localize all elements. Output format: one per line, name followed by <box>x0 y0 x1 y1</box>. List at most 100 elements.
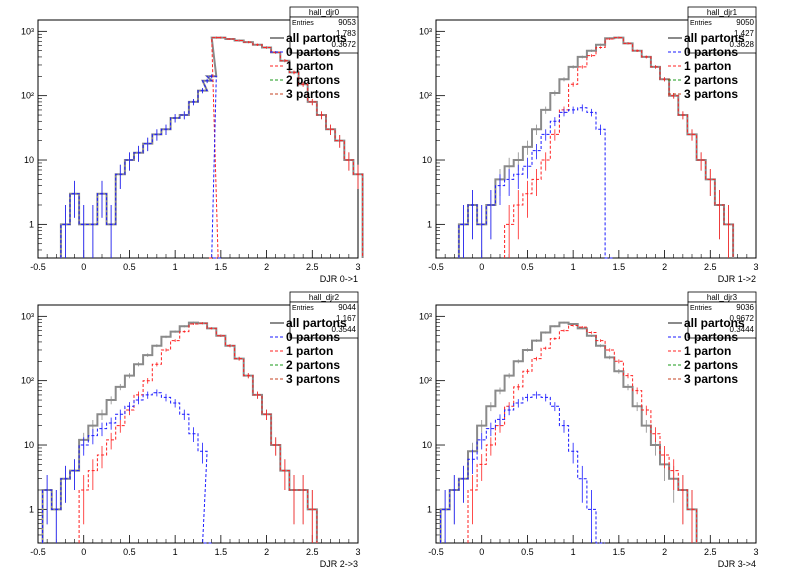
legend-label: 3 partons <box>286 87 340 101</box>
stats-entries-label: Entries <box>690 305 712 312</box>
panel-2: -0.5 0 0.5 1 1.5 2 2.5 3 1 10 10² 10³ DJR 2->3 hall_d… <box>21 291 361 569</box>
x-tick-label: 1 <box>173 547 178 557</box>
legend-label: 0 partons <box>684 330 738 344</box>
stats-entries: 9053 <box>338 18 356 27</box>
x-tick-label: 1.5 <box>613 262 626 272</box>
stats-title: hall_djr2 <box>309 293 340 302</box>
stats-entries-label: Entries <box>292 20 314 27</box>
x-tick-label: 0.5 <box>123 547 136 557</box>
panel-0: -0.5 0 0.5 1 1.5 2 2.5 3 1 10 10² 10³ DJR 0->1 hall_d… <box>21 6 364 284</box>
plot-frame <box>37 304 359 544</box>
stats-title: hall_djr3 <box>707 293 738 302</box>
series-line-p1 <box>209 37 364 259</box>
x-tick-label: 2.5 <box>306 547 319 557</box>
x-tick-label: 0.5 <box>521 547 534 557</box>
legend-label: 3 partons <box>286 372 340 386</box>
y-tick-label: 1 <box>29 504 34 514</box>
x-axis-label: DJR 1->2 <box>718 274 756 284</box>
x-tick-label: 1 <box>571 547 576 557</box>
x-axis-label: DJR 0->1 <box>320 274 358 284</box>
y-tick-label: 10³ <box>21 311 34 321</box>
legend-label: 0 partons <box>286 45 340 59</box>
x-tick-label: -0.5 <box>30 262 46 272</box>
y-tick-label: 10² <box>419 376 432 386</box>
x-tick-label: 3 <box>753 262 758 272</box>
y-tick-label: 1 <box>427 504 432 514</box>
stats-entries: 9050 <box>736 18 754 27</box>
y-tick-label: 10² <box>419 91 432 101</box>
y-tick-label: 10³ <box>419 311 432 321</box>
x-tick-label: 1 <box>571 262 576 272</box>
stats-box <box>687 301 757 339</box>
stats-rms: 0.3444 <box>730 325 755 334</box>
series-line-p0 <box>42 392 212 544</box>
x-tick-label: 3 <box>355 547 360 557</box>
stats-box <box>687 16 757 54</box>
x-tick-label: 1.5 <box>613 547 626 557</box>
legend-label: 0 partons <box>684 45 738 59</box>
legend-label: all partons <box>286 31 347 45</box>
stats-rms: 0.3672 <box>332 40 357 49</box>
panel-3: -0.5 0 0.5 1 1.5 2 2.5 3 1 10 10² 10³ DJR 3->4 hall_d… <box>419 291 759 569</box>
y-tick-label: 10³ <box>419 26 432 36</box>
y-tick-label: 10 <box>422 440 432 450</box>
x-tick-label: 0.5 <box>123 262 136 272</box>
stats-rms: 0.3544 <box>332 325 357 334</box>
legend-label: 1 parton <box>684 59 731 73</box>
legend-label: 2 partons <box>286 358 340 372</box>
x-tick-label: 1.5 <box>215 547 228 557</box>
x-tick-label: 0.5 <box>521 262 534 272</box>
stats-mean: 0.9672 <box>730 314 755 323</box>
x-axis-label: DJR 3->4 <box>718 559 756 569</box>
stats-title: hall_djr0 <box>309 8 340 17</box>
x-tick-label: 0 <box>81 547 86 557</box>
stats-box <box>289 301 359 339</box>
y-tick-label: 10³ <box>21 26 34 36</box>
y-tick-label: 10 <box>24 440 34 450</box>
y-tick-label: 1 <box>29 219 34 229</box>
stats-entries: 9044 <box>338 303 356 312</box>
stats-entries-label: Entries <box>292 305 314 312</box>
legend-label: 2 partons <box>684 358 738 372</box>
legend-label: all partons <box>286 316 347 330</box>
x-tick-label: 0 <box>81 262 86 272</box>
legend-label: 1 parton <box>286 344 333 358</box>
legend-label: 2 partons <box>286 73 340 87</box>
stats-rms: 0.3628 <box>730 40 755 49</box>
x-tick-label: 0 <box>479 262 484 272</box>
legend-label: 1 parton <box>286 59 333 73</box>
legend-label: 3 partons <box>684 87 738 101</box>
y-tick-label: 10² <box>21 91 34 101</box>
y-tick-label: 10 <box>24 155 34 165</box>
panel-1: -0.5 0 0.5 1 1.5 2 2.5 3 1 10 10² 10³ DJR 1->2 hall_d… <box>419 6 759 284</box>
legend-label: 3 partons <box>684 372 738 386</box>
plot-frame <box>435 19 757 259</box>
series-line-p1 <box>78 322 318 543</box>
legend-label: all partons <box>684 316 745 330</box>
y-tick-label: 10 <box>422 155 432 165</box>
legend-label: 1 parton <box>684 344 731 358</box>
x-tick-label: -0.5 <box>428 262 444 272</box>
x-tick-label: 2.5 <box>704 547 717 557</box>
stats-title: hall_djr1 <box>707 8 738 17</box>
series-line-p0 <box>440 394 606 544</box>
plot-frame <box>37 19 359 259</box>
x-tick-label: -0.5 <box>428 547 444 557</box>
y-tick-label: 10² <box>21 376 34 386</box>
stats-mean: 1.427 <box>734 29 755 38</box>
x-tick-label: 0 <box>479 547 484 557</box>
stats-mean: 1.783 <box>336 29 357 38</box>
x-tick-label: 2 <box>264 262 269 272</box>
x-tick-label: 2 <box>264 547 269 557</box>
x-tick-label: 3 <box>753 547 758 557</box>
series-line-p0 <box>458 107 615 259</box>
series-line-p1 <box>504 37 734 258</box>
x-tick-label: 1 <box>173 262 178 272</box>
x-tick-label: -0.5 <box>30 547 46 557</box>
legend-label: 2 partons <box>684 73 738 87</box>
legend-label: all partons <box>684 31 745 45</box>
x-tick-label: 2 <box>662 547 667 557</box>
stats-box <box>289 16 359 54</box>
stats-entries: 9036 <box>736 303 754 312</box>
x-tick-label: 2.5 <box>306 262 319 272</box>
